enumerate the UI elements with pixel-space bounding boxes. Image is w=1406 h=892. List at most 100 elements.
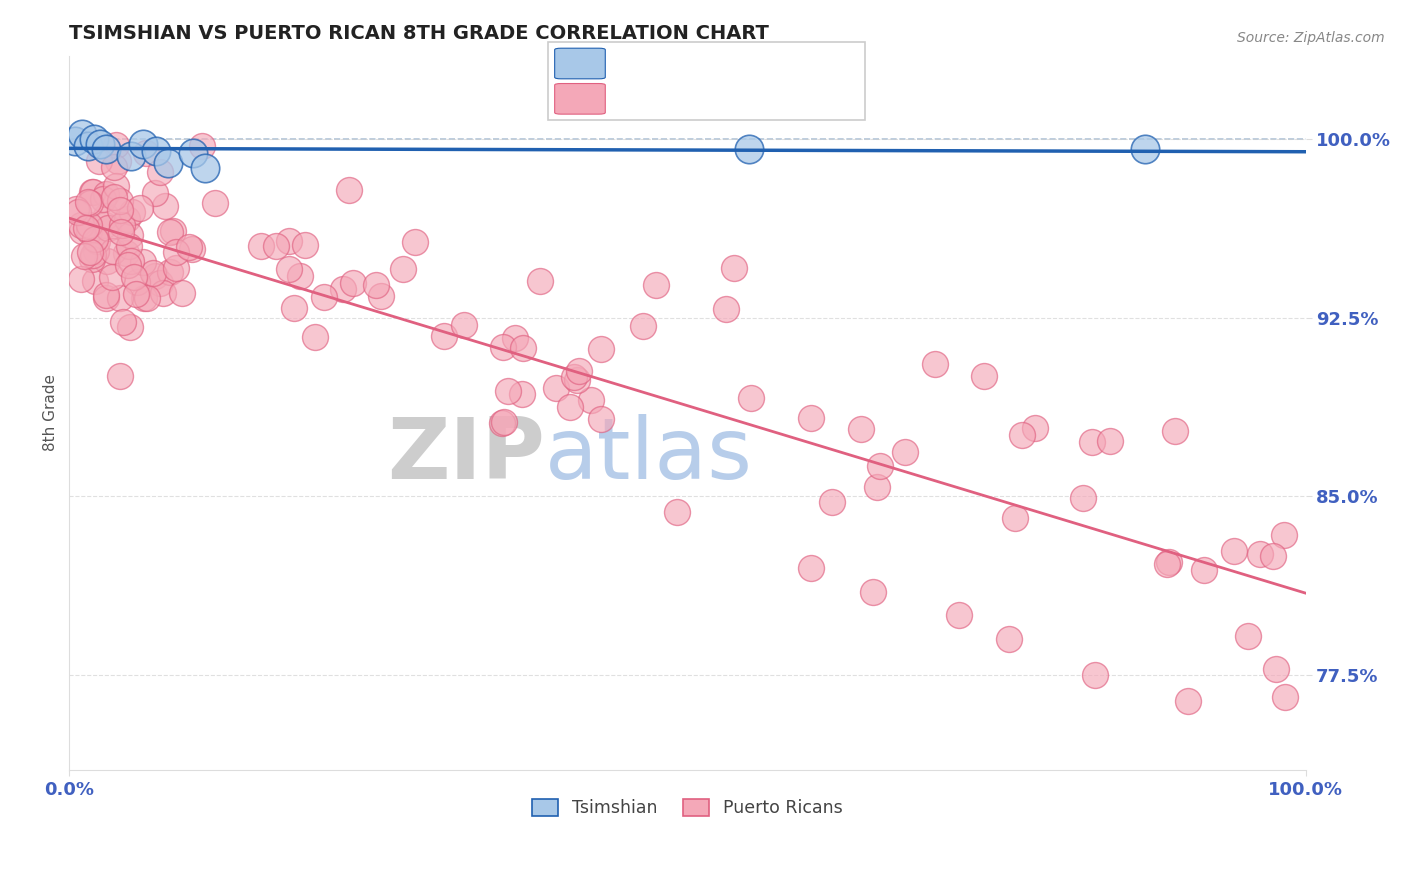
Text: 14: 14 [779,54,803,72]
Point [84,274,107,288]
Point [342,277,364,291]
Y-axis label: 8th Grade: 8th Grade [44,375,58,451]
Point [103,190,125,204]
Point [111,219,134,233]
Point [145,144,167,158]
Point [86,244,108,258]
Point [740,391,762,405]
Point [568,364,591,378]
Point [162,224,184,238]
Point [278,262,301,277]
Point [82,248,104,262]
Point [194,161,217,175]
Point [104,179,127,194]
Point [370,289,392,303]
Point [544,381,567,395]
Point [73,249,96,263]
Point [1222,543,1244,558]
Point [152,286,174,301]
Point [132,136,155,151]
Point [948,608,970,623]
Point [1133,141,1156,155]
Point [87,153,110,168]
Point [125,287,148,301]
Point [94,218,117,232]
FancyBboxPatch shape [548,42,865,120]
Point [510,386,533,401]
Point [83,132,105,146]
Point [75,221,97,235]
Point [558,401,581,415]
Text: R =: R = [612,89,650,107]
Point [94,287,117,301]
Point [869,459,891,474]
Text: N =: N = [738,89,778,107]
Point [165,244,187,259]
Point [79,196,101,211]
Point [80,252,103,267]
Point [76,139,98,153]
Point [135,146,157,161]
Point [153,199,176,213]
Point [157,156,180,170]
Point [1177,694,1199,708]
Point [866,480,889,494]
Point [494,415,516,429]
Point [110,203,132,218]
Point [108,194,131,208]
Text: 147: 147 [779,89,815,107]
Point [1164,424,1187,438]
Point [1249,547,1271,561]
Point [148,165,170,179]
Point [177,240,200,254]
Point [862,584,884,599]
Point [851,422,873,436]
Point [432,329,454,343]
Point [96,141,118,155]
Point [170,285,193,300]
Point [159,225,181,239]
Point [204,195,226,210]
Point [115,246,138,260]
Point [998,632,1021,647]
Point [312,290,335,304]
Point [107,153,129,168]
Point [142,266,165,280]
Point [118,227,141,242]
Point [82,185,104,199]
Point [143,268,166,283]
Point [491,417,513,431]
Point [77,223,100,237]
Point [115,212,138,227]
Point [65,134,87,148]
Text: Source: ZipAtlas.com: Source: ZipAtlas.com [1237,31,1385,45]
Point [89,136,111,151]
Point [149,276,172,290]
Point [132,291,155,305]
Point [136,291,159,305]
Text: atlas: atlas [546,415,754,498]
Point [181,146,204,161]
Point [100,269,122,284]
Legend: Tsimshian, Puerto Ricans: Tsimshian, Puerto Ricans [523,790,852,826]
FancyBboxPatch shape [554,48,606,78]
Point [108,369,131,384]
Point [492,340,515,354]
Point [294,237,316,252]
Point [94,186,117,201]
Point [631,318,654,333]
Point [65,202,87,216]
Point [118,239,141,253]
Point [105,138,128,153]
Point [1099,434,1122,448]
Point [738,141,761,155]
Point [72,224,94,238]
Point [103,160,125,174]
Text: ZIP: ZIP [388,415,546,498]
Point [404,235,426,249]
Point [1071,491,1094,505]
Point [94,291,117,305]
Point [283,301,305,316]
Point [924,357,946,371]
Point [120,148,142,162]
